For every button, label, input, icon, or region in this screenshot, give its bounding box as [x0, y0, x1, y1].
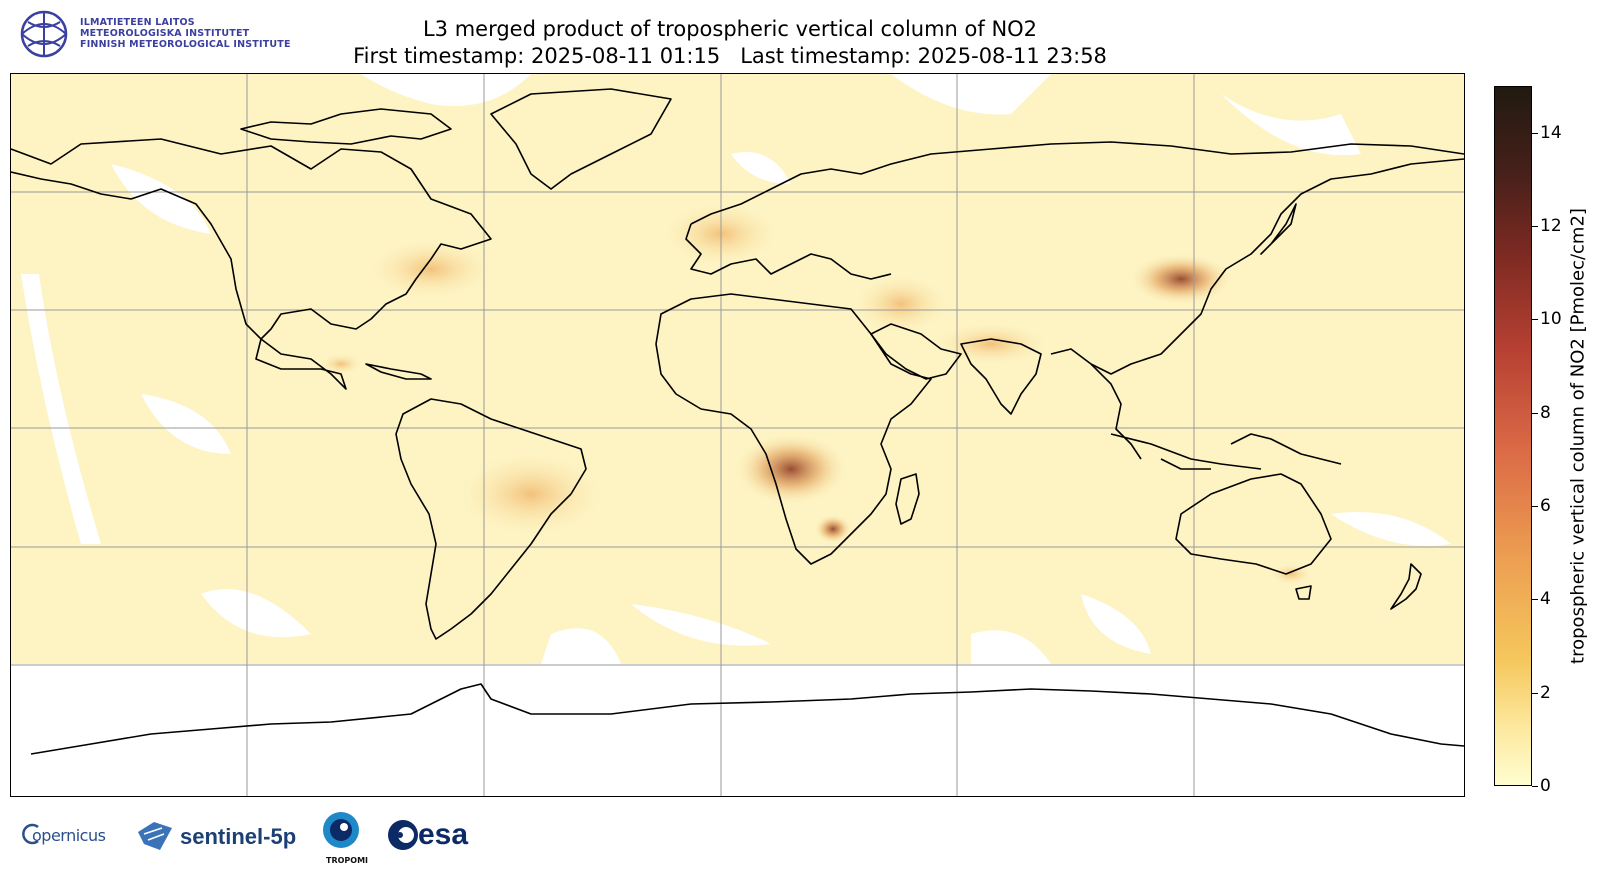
map-title: L3 merged product of tropospheric vertic… [310, 16, 1150, 70]
coastline-greenland [490, 88, 672, 190]
coastline-arabia [870, 323, 962, 380]
esa-icon [388, 820, 418, 850]
title-line-1: L3 merged product of tropospheric vertic… [422, 17, 1038, 41]
footer-logos: opernicus sentinel-5p TROPOMI esa [20, 810, 500, 865]
colorbar-tick-label: 6 [1540, 496, 1551, 516]
no2-field [11, 74, 1464, 664]
coastline-indochina [1090, 363, 1142, 460]
colorbar-tick-mark [1532, 599, 1538, 601]
colorbar-label: tropospheric vertical column of NO2 [Pmo… [1567, 208, 1589, 664]
colorbar-tick-mark [1532, 692, 1538, 694]
title-line-2: First timestamp: 2025-08-11 01:15 Last t… [353, 44, 1107, 68]
colorbar [1494, 86, 1532, 786]
coastline-tasmania [1295, 585, 1312, 600]
colorbar-tick-label: 12 [1540, 216, 1562, 236]
coastline-japan [1260, 203, 1297, 255]
institute-line: ILMATIETEEN LAITOS [80, 17, 195, 28]
coastline-north-america [11, 138, 492, 390]
colorbar-tick-label: 10 [1540, 309, 1562, 330]
copernicus-icon [22, 823, 39, 845]
colorbar-tick-label: 2 [1540, 682, 1551, 703]
coastline-madagascar [895, 473, 920, 525]
coastline-south-america [395, 398, 587, 640]
colorbar-tick-label: 8 [1540, 402, 1551, 423]
colorbar-tick-label: 0 [1540, 776, 1551, 796]
colorbar-tick-mark [1532, 786, 1538, 787]
map-canvas [11, 74, 1464, 796]
colorbar-tick-mark [1532, 412, 1538, 414]
coastline-east-asia [1050, 158, 1464, 375]
sentinel-satellite-icon [138, 822, 172, 850]
coastline-africa [655, 293, 932, 565]
coastline-arctic-islands [240, 108, 452, 145]
colorbar-tick-mark [1532, 319, 1538, 321]
colorbar-tick-label: 14 [1540, 122, 1562, 143]
coastline-indonesia [1110, 433, 1342, 470]
fmi-globe-icon [20, 10, 68, 58]
data-gaps [11, 74, 1464, 796]
coastline-cuba [365, 363, 432, 380]
coastline-med [685, 223, 892, 280]
colorbar-tick-label: 4 [1540, 589, 1551, 610]
esa-logo: esa [418, 818, 469, 851]
tropomi-icon [323, 812, 359, 848]
tropomi-logo: TROPOMI [326, 856, 369, 865]
coastline-australia [1175, 473, 1332, 575]
coastline-antarctica [30, 683, 1464, 755]
institute-line: METEOROLOGISKA INSTITUTET [80, 28, 250, 39]
fmi-logo [18, 10, 298, 60]
colorbar-tick-mark [1532, 506, 1538, 507]
coastline-india [960, 338, 1042, 415]
sentinel-logo: sentinel-5p [180, 824, 297, 849]
coastline-europe [690, 141, 1464, 225]
institute-line: FINNISH METEOROLOGICAL INSTITUTE [80, 39, 291, 50]
copernicus-logo: opernicus [32, 826, 106, 845]
gridlines [11, 74, 1464, 796]
world-map [10, 73, 1465, 797]
fmi-institute-name: ILMATIETEEN LAITOS METEOROLOGISKA INSTIT… [80, 17, 291, 50]
coastline-new-zealand [1390, 563, 1422, 610]
colorbar-tick-mark [1532, 132, 1538, 134]
coastlines [11, 88, 1464, 755]
colorbar-tick-mark [1532, 226, 1538, 227]
